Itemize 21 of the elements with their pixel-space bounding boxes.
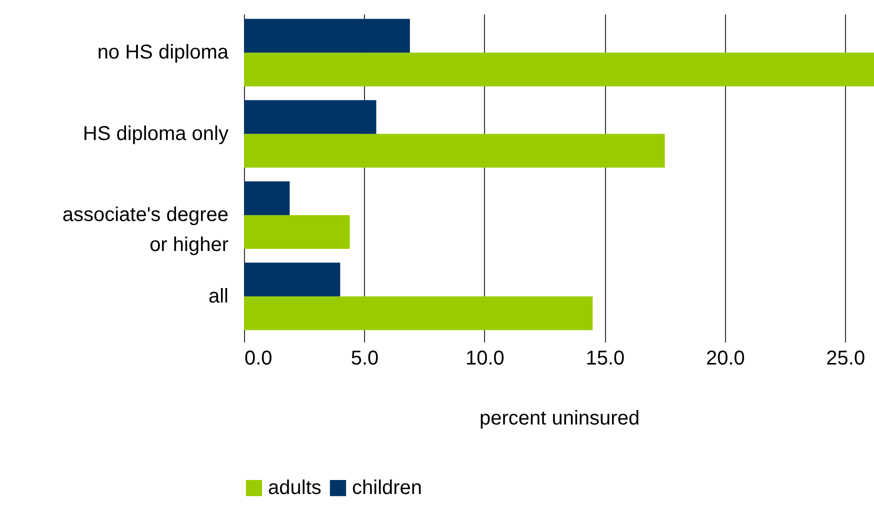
bar: [244, 262, 340, 296]
bar: [244, 100, 376, 134]
y-tick-label: HS diploma only: [82, 122, 228, 145]
bar: [244, 18, 410, 53]
x-axis-title: percent uninsured: [479, 408, 640, 430]
x-tick-label: 5.0: [350, 348, 379, 370]
bar: [244, 296, 593, 330]
y-tick-label: no HS diploma: [97, 42, 230, 64]
x-tick-label: 25.0: [826, 348, 866, 370]
y-tick-label: associate's degree or higher: [62, 204, 229, 256]
x-tick-label: 20.0: [706, 348, 745, 370]
legend-label: children: [352, 477, 422, 499]
bar: [244, 181, 290, 216]
bar: [244, 134, 665, 168]
x-tick-label: 10.0: [465, 348, 504, 370]
x-tick-label: 0.0: [244, 348, 272, 370]
y-tick-label: all: [208, 285, 228, 308]
x-tick-label: 15.0: [586, 348, 625, 370]
bar: [244, 215, 350, 249]
legend-label: adults: [268, 477, 322, 499]
bar: [244, 52, 874, 86]
